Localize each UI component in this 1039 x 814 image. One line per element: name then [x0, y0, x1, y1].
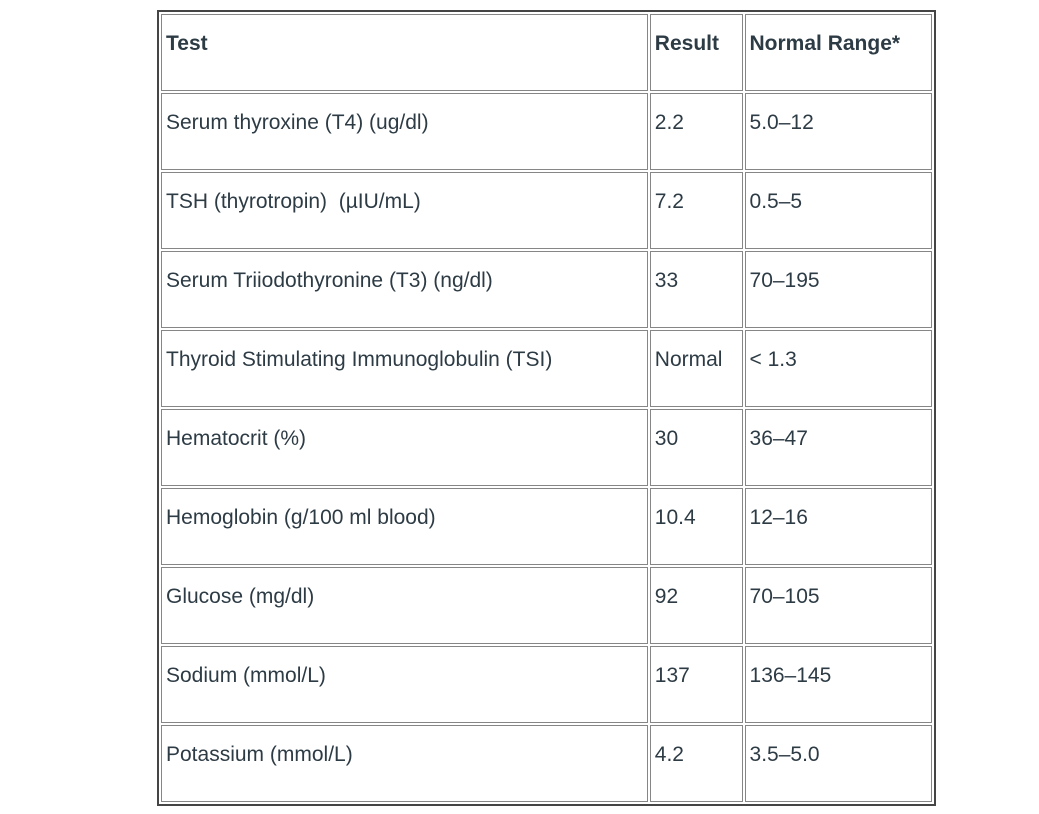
range-cell: 36–47 [744, 409, 932, 486]
test-cell: Sodium (mmol/L) [161, 646, 648, 723]
result-cell: 4.2 [649, 725, 743, 802]
result-cell: 2.2 [649, 93, 743, 170]
result-cell: 7.2 [649, 172, 743, 249]
range-cell: 70–195 [744, 251, 932, 328]
lab-results-table: Test Result Normal Range* Serum thyroxin… [157, 10, 936, 806]
test-cell: TSH (thyrotropin) (µIU/mL) [161, 172, 648, 249]
table-row: Thyroid Stimulating Immunoglobulin (TSI)… [161, 330, 932, 407]
range-cell: 70–105 [744, 567, 932, 644]
result-cell: 92 [649, 567, 743, 644]
table-row: Glucose (mg/dl) 92 70–105 [161, 567, 932, 644]
result-cell: 10.4 [649, 488, 743, 565]
column-header-test: Test [161, 14, 648, 91]
table-header-row: Test Result Normal Range* [161, 14, 932, 91]
range-cell: 0.5–5 [744, 172, 932, 249]
range-cell: 136–145 [744, 646, 932, 723]
table-row: Sodium (mmol/L) 137 136–145 [161, 646, 932, 723]
column-header-normal-range: Normal Range* [744, 14, 932, 91]
table-row: Potassium (mmol/L) 4.2 3.5–5.0 [161, 725, 932, 802]
result-cell: Normal [649, 330, 743, 407]
table-row: Hematocrit (%) 30 36–47 [161, 409, 932, 486]
range-cell: 12–16 [744, 488, 932, 565]
table-row: Hemoglobin (g/100 ml blood) 10.4 12–16 [161, 488, 932, 565]
test-cell: Hematocrit (%) [161, 409, 648, 486]
table-row: TSH (thyrotropin) (µIU/mL) 7.2 0.5–5 [161, 172, 932, 249]
test-cell: Glucose (mg/dl) [161, 567, 648, 644]
range-cell: 5.0–12 [744, 93, 932, 170]
test-cell: Serum thyroxine (T4) (ug/dl) [161, 93, 648, 170]
range-cell: 3.5–5.0 [744, 725, 932, 802]
result-cell: 33 [649, 251, 743, 328]
result-cell: 137 [649, 646, 743, 723]
result-cell: 30 [649, 409, 743, 486]
table-row: Serum thyroxine (T4) (ug/dl) 2.2 5.0–12 [161, 93, 932, 170]
range-cell: < 1.3 [744, 330, 932, 407]
column-header-result: Result [649, 14, 743, 91]
table-row: Serum Triiodothyronine (T3) (ng/dl) 33 7… [161, 251, 932, 328]
test-cell: Hemoglobin (g/100 ml blood) [161, 488, 648, 565]
test-cell: Serum Triiodothyronine (T3) (ng/dl) [161, 251, 648, 328]
test-cell: Potassium (mmol/L) [161, 725, 648, 802]
test-cell: Thyroid Stimulating Immunoglobulin (TSI) [161, 330, 648, 407]
